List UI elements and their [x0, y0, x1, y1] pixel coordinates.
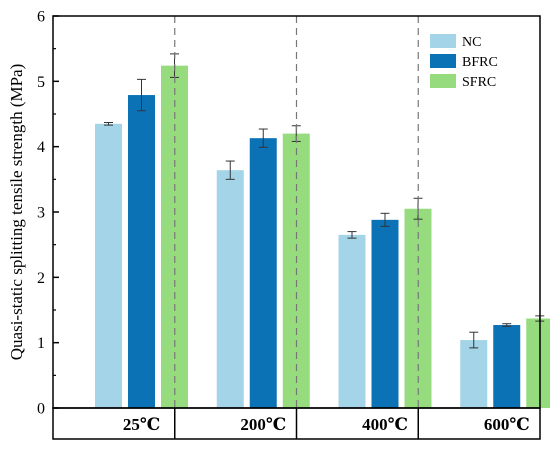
legend-item-bfrc: BFRC: [430, 54, 498, 70]
y-axis-label: Quasi-static splitting tensile strength …: [7, 64, 26, 361]
error-bar-bfrc-1: [258, 128, 268, 148]
error-bar-nc-1: [225, 160, 235, 180]
bars-layer: [95, 53, 550, 409]
legend: NC BFRC SFRC: [430, 34, 498, 90]
category-label: 25℃: [123, 415, 160, 434]
bar-sfrc-3: [526, 318, 550, 408]
bar-bfrc-1: [249, 138, 277, 408]
y-tick-label: 5: [37, 74, 45, 91]
bar-bfrc-0: [128, 95, 155, 408]
legend-label: BFRC: [462, 55, 498, 70]
error-bar-nc-3: [469, 331, 479, 349]
error-bar-bfrc-0: [137, 78, 146, 112]
legend-swatch: [430, 74, 456, 88]
bar-bfrc-2: [371, 219, 399, 408]
y-tick-label: 6: [37, 9, 45, 26]
legend-label: SFRC: [462, 75, 496, 90]
y-axis: 0 1 2 3 4 5 6: [37, 9, 59, 418]
bar-nc-2: [338, 234, 366, 408]
legend-swatch: [430, 34, 456, 48]
bar-nc-0: [95, 123, 122, 409]
category-label: 200℃: [240, 415, 286, 434]
bar-nc-3: [460, 340, 488, 408]
y-tick-label: 3: [37, 205, 45, 222]
legend-item-sfrc: SFRC: [430, 74, 496, 90]
y-tick-label: 0: [37, 401, 45, 418]
legend-swatch: [430, 54, 456, 68]
legend-item-nc: NC: [430, 34, 481, 50]
bar-nc-1: [216, 170, 244, 408]
group-separators: [174, 16, 419, 408]
category-label: 600℃: [484, 415, 530, 434]
category-label: 400℃: [362, 415, 408, 434]
x-axis-categories: 25℃ 200℃ 400℃ 600℃: [123, 408, 530, 439]
y-tick-label: 2: [37, 270, 45, 287]
bar-bfrc-3: [493, 325, 521, 408]
y-tick-label: 1: [37, 335, 45, 352]
error-bar-bfrc-3: [502, 323, 512, 327]
error-bar-bfrc-2: [380, 212, 390, 227]
legend-label: NC: [462, 35, 481, 50]
error-bar-nc-2: [347, 231, 357, 239]
error-bar-nc-0: [104, 121, 113, 126]
y-tick-label: 4: [37, 139, 45, 156]
